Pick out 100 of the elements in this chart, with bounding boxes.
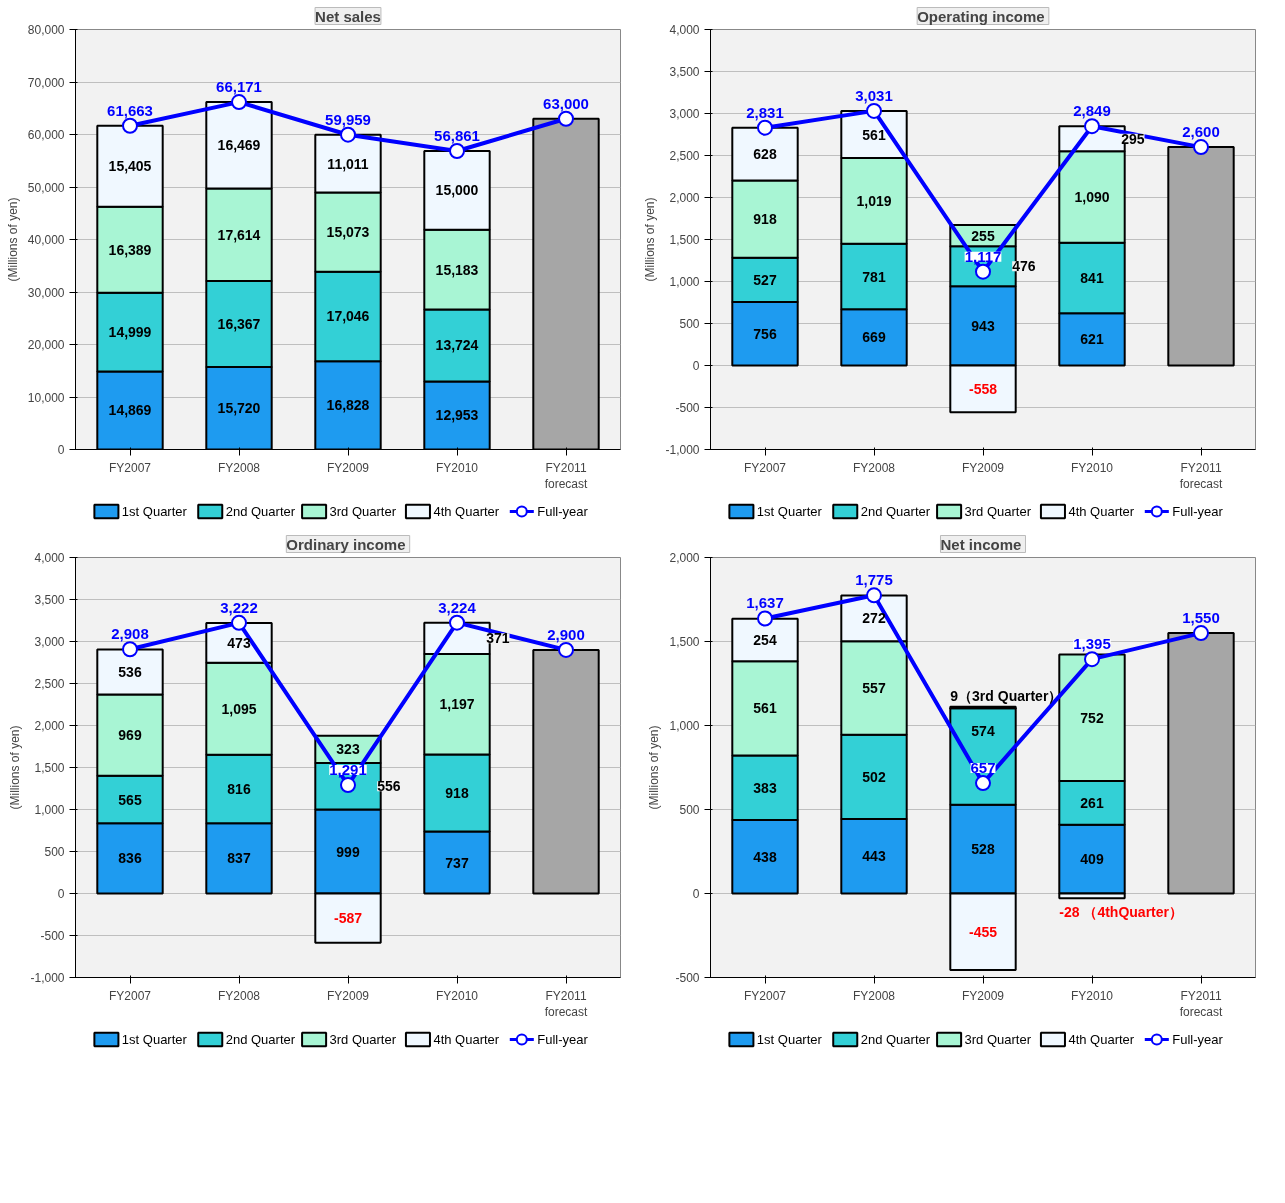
y-tick-label: 1,500 [669,233,700,247]
y-axis-title: (Millions of yen) [643,197,658,282]
data-label: 657 [970,759,996,777]
legend-label: 2nd Quarter [225,1032,296,1047]
y-tick-label: 1,000 [34,803,65,817]
data-label: 837 [227,850,251,867]
x-tick-label: FY2009 [326,460,370,475]
y-tick-label: 1,500 [669,635,700,649]
x-tick-label: FY2007 [108,988,152,1003]
data-label: 16,389 [108,241,152,258]
y-tick-label: 30,000 [27,285,65,300]
y-tick-label: 3,500 [669,65,700,79]
data-label: 1,095 [221,700,257,717]
data-label: 371 [486,630,510,647]
data-label: 574 [971,723,995,740]
legend-label: 2nd Quarter [225,504,296,519]
y-tick-label: 0 [57,887,65,901]
x-tick-label: FY2008 [217,460,261,475]
data-label: 528 [971,841,995,858]
data-label: 3,224 [438,598,477,616]
data-label: 969 [118,727,142,744]
data-label: 836 [118,850,142,867]
legend-label: Full-year [1172,1032,1224,1047]
point [122,641,138,658]
legend-label: 3rd Quarter [964,1032,1032,1047]
x-tick-label: FY2010 [435,988,479,1003]
point [757,610,773,627]
legend-label: 3rd Quarter [964,504,1032,519]
legend-label: 3rd Quarter [329,1032,397,1047]
y-tick-label: 2,000 [669,191,700,205]
data-label: 9（3rd Quarter） [950,687,1063,704]
bar [1167,146,1235,367]
y-tick-label: 2,000 [669,551,700,565]
data-label: 1,019 [856,192,892,209]
data-label: 255 [971,227,995,244]
legend-label: 2nd Quarter [860,504,931,519]
x-tick-label: FY2009 [326,988,370,1003]
y-tick-label: -500 [675,971,700,985]
data-label: 565 [118,791,142,808]
x-tick-label: FY2008 [852,460,896,475]
data-label: 943 [971,317,995,334]
x-tick-label: FY2010 [1070,988,1114,1003]
chart-title: Net sales [315,7,381,25]
x-tick-label: FY2007 [743,460,787,475]
data-label: 15,073 [326,224,370,241]
y-tick-label: 4,000 [34,551,65,565]
y-tick-label: 0 [57,443,65,457]
data-label: 63,000 [543,94,589,112]
x-tick-label: FY2009 [961,988,1005,1003]
data-label: 66,171 [216,78,262,96]
data-label: 781 [862,268,886,285]
legend-label: 4th Quarter [1068,1032,1135,1047]
data-label: 3,031 [855,86,893,104]
data-label: 17,046 [326,308,370,325]
data-label: 2,831 [746,103,784,121]
data-label: 383 [753,779,777,796]
data-label: 15,000 [435,182,479,199]
x-tick-label: FY2008 [852,988,896,1003]
data-label: 1,117 [964,247,1002,265]
y-tick-label: 3,000 [669,107,700,121]
y-tick-label: 10,000 [27,390,65,405]
data-label: 1,090 [1074,188,1110,205]
data-label: 1,291 [329,761,367,779]
y-tick-label: -500 [675,401,700,415]
legend-label: 3rd Quarter [329,504,397,519]
y-tick-label: 20,000 [27,338,65,352]
data-label: 561 [862,126,886,143]
legend-label: 2nd Quarter [860,1032,931,1047]
y-tick-label: 500 [44,845,65,859]
data-label: 261 [1080,794,1104,811]
data-label: 15,405 [108,158,152,175]
y-tick-label: 3,000 [34,635,65,649]
data-label: 621 [1080,331,1104,348]
data-label: -587 [333,910,363,927]
data-label: 272 [862,610,886,627]
y-axis-title: (Millions of yen) [647,725,662,810]
y-tick-label: 70,000 [27,75,65,90]
data-label: 15,183 [435,261,479,278]
x-tick-label: FY2010 [1070,460,1114,475]
data-label: 918 [445,785,469,802]
data-label: -558 [968,380,998,397]
data-label: 16,367 [217,316,261,333]
data-label: 16,469 [217,137,261,154]
chart-title: Ordinary income [286,535,406,553]
data-label: 999 [336,843,360,860]
y-tick-label: 3,500 [34,593,65,607]
y-tick-label: 0 [692,359,700,373]
data-label: 2,849 [1073,102,1111,120]
data-label: 16,828 [326,397,370,414]
bar [532,648,600,895]
data-label: -28 （4thQuarter） [1059,904,1183,921]
data-label: 756 [753,325,777,342]
x-tick-label: FY2011 forecast [1179,988,1224,1020]
legend-label: 4th Quarter [1068,504,1135,519]
x-tick-label: FY2011 forecast [544,460,589,492]
x-tick-label: FY2007 [743,988,787,1003]
data-label: 918 [753,211,777,228]
data-label: 11,011 [327,155,369,172]
legend-label: 4th Quarter [433,504,500,519]
y-tick-label: -1,000 [30,971,65,985]
